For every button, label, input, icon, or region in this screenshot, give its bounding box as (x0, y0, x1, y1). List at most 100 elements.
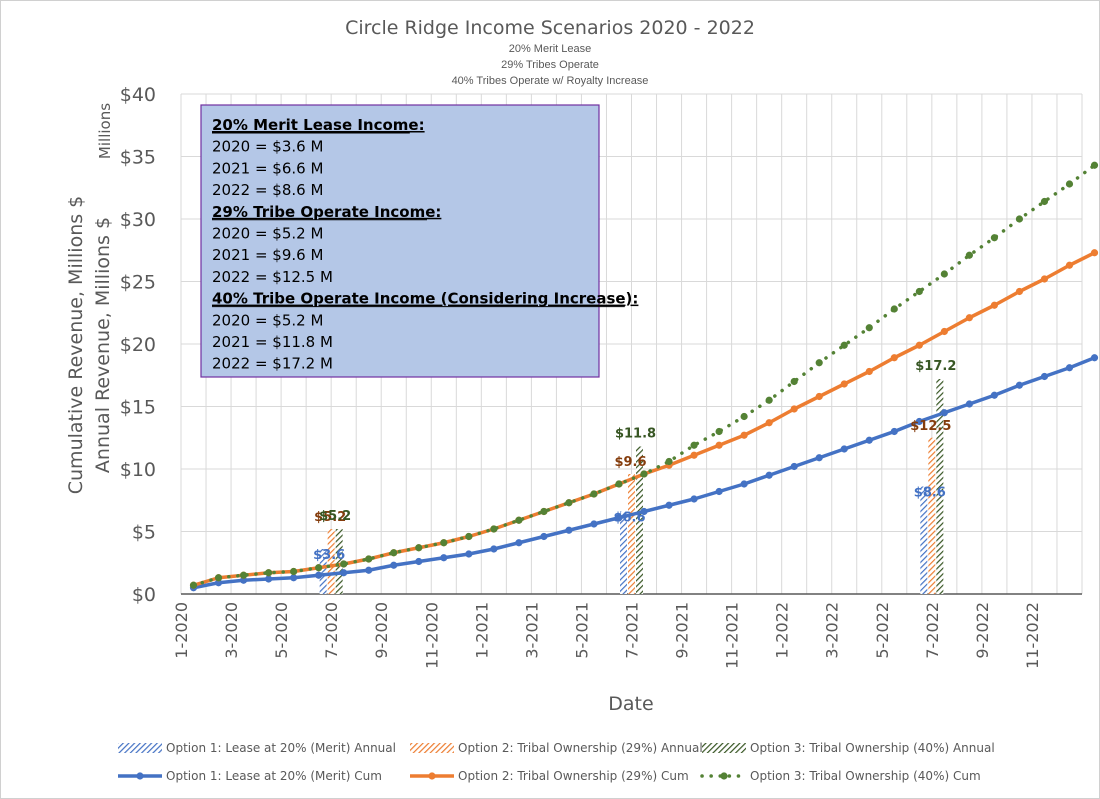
legend-label: Option 1: Lease at 20% (Merit) Cum (166, 769, 382, 783)
x-tick-label: 3-2020 (222, 602, 241, 659)
bar-data-label: $11.8 (615, 427, 656, 442)
annual-bar (628, 474, 635, 594)
cumulative-point (815, 454, 823, 462)
cumulative-point (865, 324, 873, 332)
legend-label: Option 3: Tribal Ownership (40%) Annual (750, 741, 995, 755)
cumulative-point (214, 574, 223, 582)
annual-bar (327, 529, 335, 594)
x-tick-label: 3-2022 (823, 602, 842, 659)
x-tick-label: 5-2022 (873, 602, 892, 659)
cumulative-point (615, 514, 623, 522)
cumulative-point (415, 557, 423, 566)
cumulative-point (490, 525, 498, 533)
cumulative-point (1040, 197, 1049, 206)
x-tick-label: 3-2021 (522, 602, 541, 659)
legend-swatch-bar (118, 743, 162, 753)
bar-data-label: $6.6 (613, 511, 645, 526)
legend-label: Option 3: Tribal Ownership (40%) Cum (750, 769, 981, 783)
cumulative-point (290, 574, 298, 582)
cumulative-point (815, 392, 823, 401)
cumulative-point (665, 457, 673, 466)
info-box-heading: 29% Tribe Operate Income: (212, 203, 441, 221)
cumulative-point (415, 544, 423, 552)
cumulative-point (1040, 275, 1049, 283)
cumulative-point (515, 539, 523, 547)
x-tick-label: 1-2022 (773, 602, 792, 659)
cumulative-point (890, 427, 898, 436)
cumulative-point (915, 341, 923, 349)
x-tick-label: 5-2020 (272, 602, 291, 659)
cumulative-lines (189, 161, 1099, 592)
y-tick-label: $25 (120, 272, 156, 294)
cumulative-point (940, 327, 948, 336)
x-tick-label: 1-2020 (172, 602, 191, 659)
info-box-background (200, 104, 600, 378)
y-axis-title-2: Annual Revenue, Millions $ (92, 217, 114, 473)
bar-data-label: $12.5 (910, 419, 951, 434)
cumulative-point (765, 396, 773, 404)
info-box-line: 2020 = $3.6 M (212, 138, 323, 156)
cumulative-point (640, 507, 648, 516)
legend-label: Option 2: Tribal Ownership (29%) Cum (458, 769, 689, 783)
cumulative-point (690, 441, 698, 449)
annual-bars (319, 379, 944, 594)
x-tick-label: 9-2020 (372, 602, 391, 659)
cumulative-point (1015, 381, 1024, 389)
cumulative-point (264, 569, 273, 577)
cumulative-point (940, 270, 948, 278)
y-axis-ticks: $0 $5 $10 $15 $20 $25 $30 $35 $40 (120, 84, 156, 606)
annual-bar (319, 549, 327, 594)
info-box-lines: 20% Merit Lease Income: 2020 = $3.6 M 2021… (212, 116, 638, 373)
cumulative-point (740, 412, 748, 421)
cumulative-point (1065, 180, 1074, 188)
cumulative-point (590, 520, 598, 528)
cumulative-point (665, 501, 673, 509)
cumulative-point (990, 234, 999, 242)
cumulative-point (390, 561, 398, 569)
bar-data-label: $9.6 (614, 455, 646, 470)
cumulative-point (465, 550, 473, 558)
x-tick-label: 11-2021 (723, 602, 742, 669)
legend-label: Option 2: Tribal Ownership (29%) Annual (458, 741, 703, 755)
cumulative-point (965, 314, 973, 322)
cumulative-point (715, 441, 723, 449)
y-tick-label: $30 (120, 209, 156, 231)
legend-swatch-bar (410, 743, 454, 753)
info-box: 20% Merit Lease Income: 2020 = $3.6 M 2021… (200, 104, 638, 378)
cumulative-point (715, 427, 723, 436)
legend-swatch-marker (428, 772, 436, 780)
info-box-line: 2020 = $5.2 M (212, 311, 323, 329)
info-box-line: 2022 = $8.6 M (212, 181, 323, 199)
cumulative-point (440, 539, 448, 547)
y-tick-label: $20 (120, 334, 156, 356)
annual-bar (636, 446, 643, 594)
cumulative-point (465, 532, 473, 541)
y-tick-label: $40 (120, 84, 156, 106)
cumulative-point (365, 566, 373, 574)
cumulative-point (1090, 354, 1099, 362)
cumulative-point (740, 480, 748, 488)
bar-data-label: $8.6 (914, 486, 946, 501)
info-box-line: 2021 = $11.8 M (212, 333, 333, 351)
chart-title: Circle Ridge Income Scenarios 2020 - 202… (345, 17, 755, 39)
cumulative-point (214, 579, 223, 587)
cumulative-point (315, 571, 323, 579)
cumulative-point (865, 367, 873, 376)
cumulative-point (239, 576, 248, 584)
y-tick-label: $5 (132, 522, 156, 544)
info-box-line: 2020 = $5.2 M (212, 225, 323, 243)
cumulative-point (965, 251, 973, 259)
bar-data-label: $17.2 (915, 359, 956, 374)
y-tick-label: $35 (120, 147, 156, 169)
x-tick-label: 7-2020 (322, 602, 341, 659)
cumulative-point (340, 569, 348, 577)
info-box-line: 2022 = $17.2 M (212, 355, 333, 373)
legend-label: Option 1: Lease at 20% (Merit) Annual (166, 741, 396, 755)
cumulative-point (840, 380, 848, 388)
x-tick-label: 9-2022 (973, 602, 992, 659)
bar-data-label: $5.2 (314, 510, 346, 525)
cumulative-point (565, 499, 573, 507)
annual-bar (936, 379, 944, 594)
cumulative-point (915, 287, 923, 296)
